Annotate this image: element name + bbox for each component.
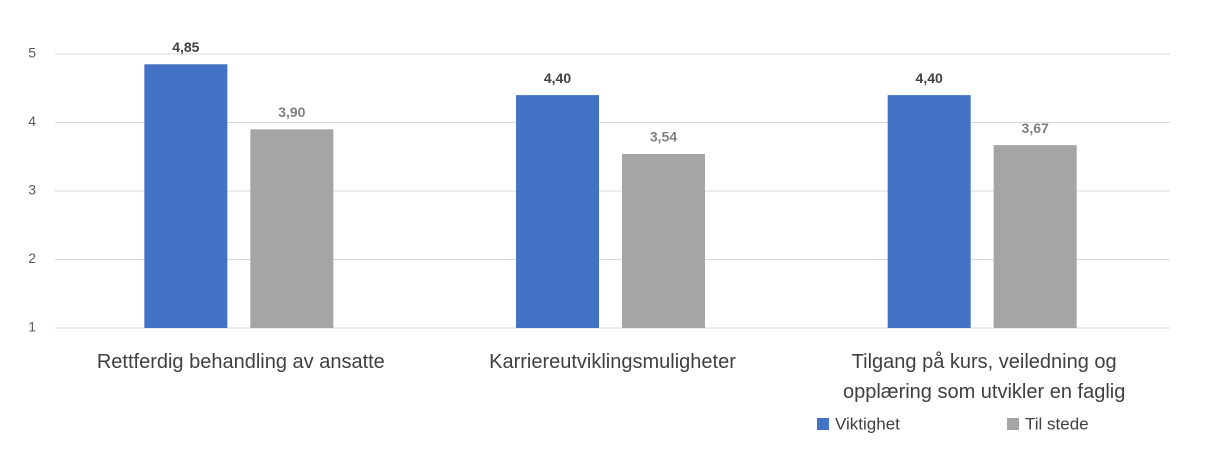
y-tick-label: 4	[28, 113, 36, 129]
x-tick-label: Karriereutviklingsmuligheter	[489, 351, 736, 373]
legend-swatch	[817, 418, 829, 430]
value-label: 3,90	[278, 104, 305, 120]
value-label: 4,40	[916, 70, 943, 86]
x-tick-label: Rettferdig behandling av ansatte	[96, 351, 385, 373]
legend-swatch	[1007, 418, 1019, 430]
bar	[622, 154, 705, 328]
y-tick-label: 3	[28, 182, 36, 198]
legend-label: Viktighet	[835, 414, 900, 433]
value-label: 4,85	[172, 39, 199, 55]
bar	[516, 95, 599, 328]
bar	[250, 129, 334, 328]
x-tick-label: Tilgang på kurs, veiledning og opplæring…	[842, 351, 1126, 403]
value-label: 4,40	[544, 70, 571, 86]
value-label: 3,67	[1022, 120, 1049, 136]
bar	[993, 145, 1077, 328]
bar	[887, 95, 971, 328]
y-tick-label: 5	[28, 45, 36, 61]
y-tick-label: 1	[28, 319, 36, 335]
bar	[144, 64, 228, 329]
legend-label: Til stede	[1025, 414, 1089, 433]
value-label: 3,54	[650, 129, 677, 145]
y-tick-label: 2	[28, 250, 36, 266]
